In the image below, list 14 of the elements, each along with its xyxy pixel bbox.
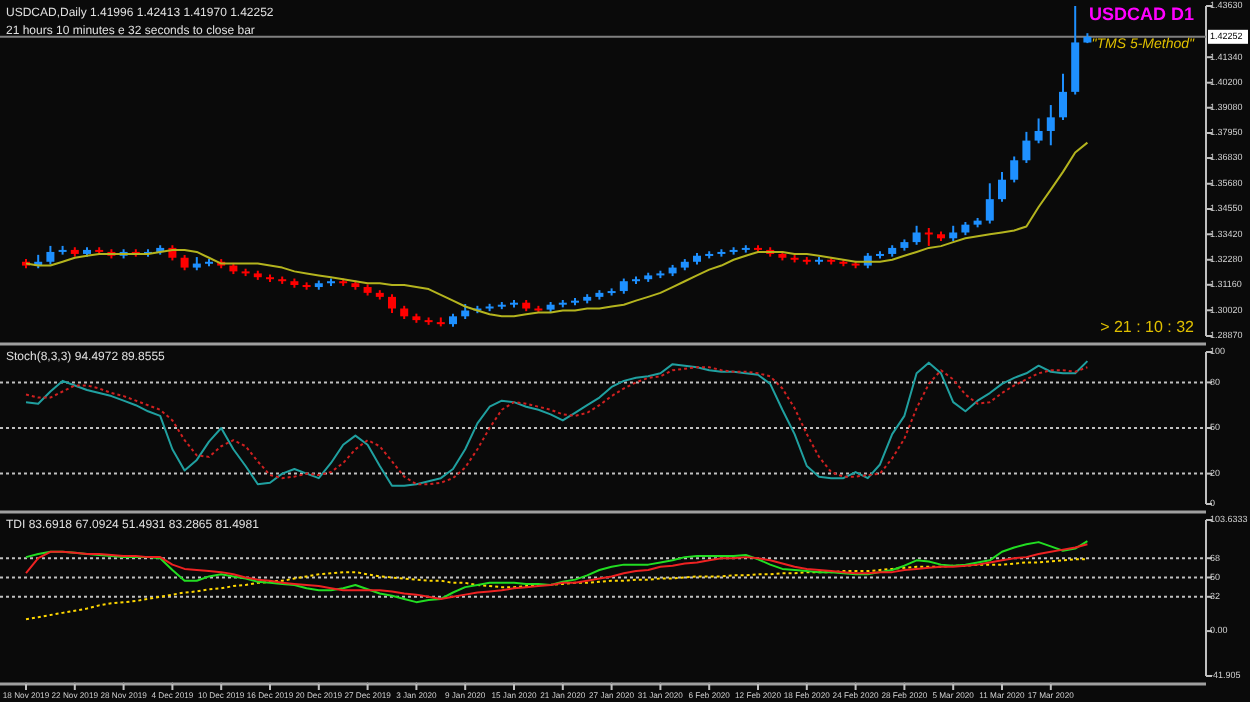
- text: USDCAD D1: [1088, 4, 1194, 24]
- candlestick: [912, 224, 921, 246]
- candlestick: [985, 182, 994, 225]
- candlestick: [1034, 117, 1043, 145]
- candlestick: [1022, 130, 1031, 164]
- text: > 21 : 10 : 32: [1100, 318, 1196, 336]
- line-series: [25, 141, 1089, 318]
- candlestick: [46, 244, 55, 266]
- candlestick: [1059, 72, 1067, 122]
- candlestick: [1010, 155, 1019, 184]
- candlestick: [388, 293, 396, 314]
- line-series: [25, 558, 1089, 621]
- candlestick: [998, 171, 1006, 203]
- candlestick: [1046, 104, 1055, 147]
